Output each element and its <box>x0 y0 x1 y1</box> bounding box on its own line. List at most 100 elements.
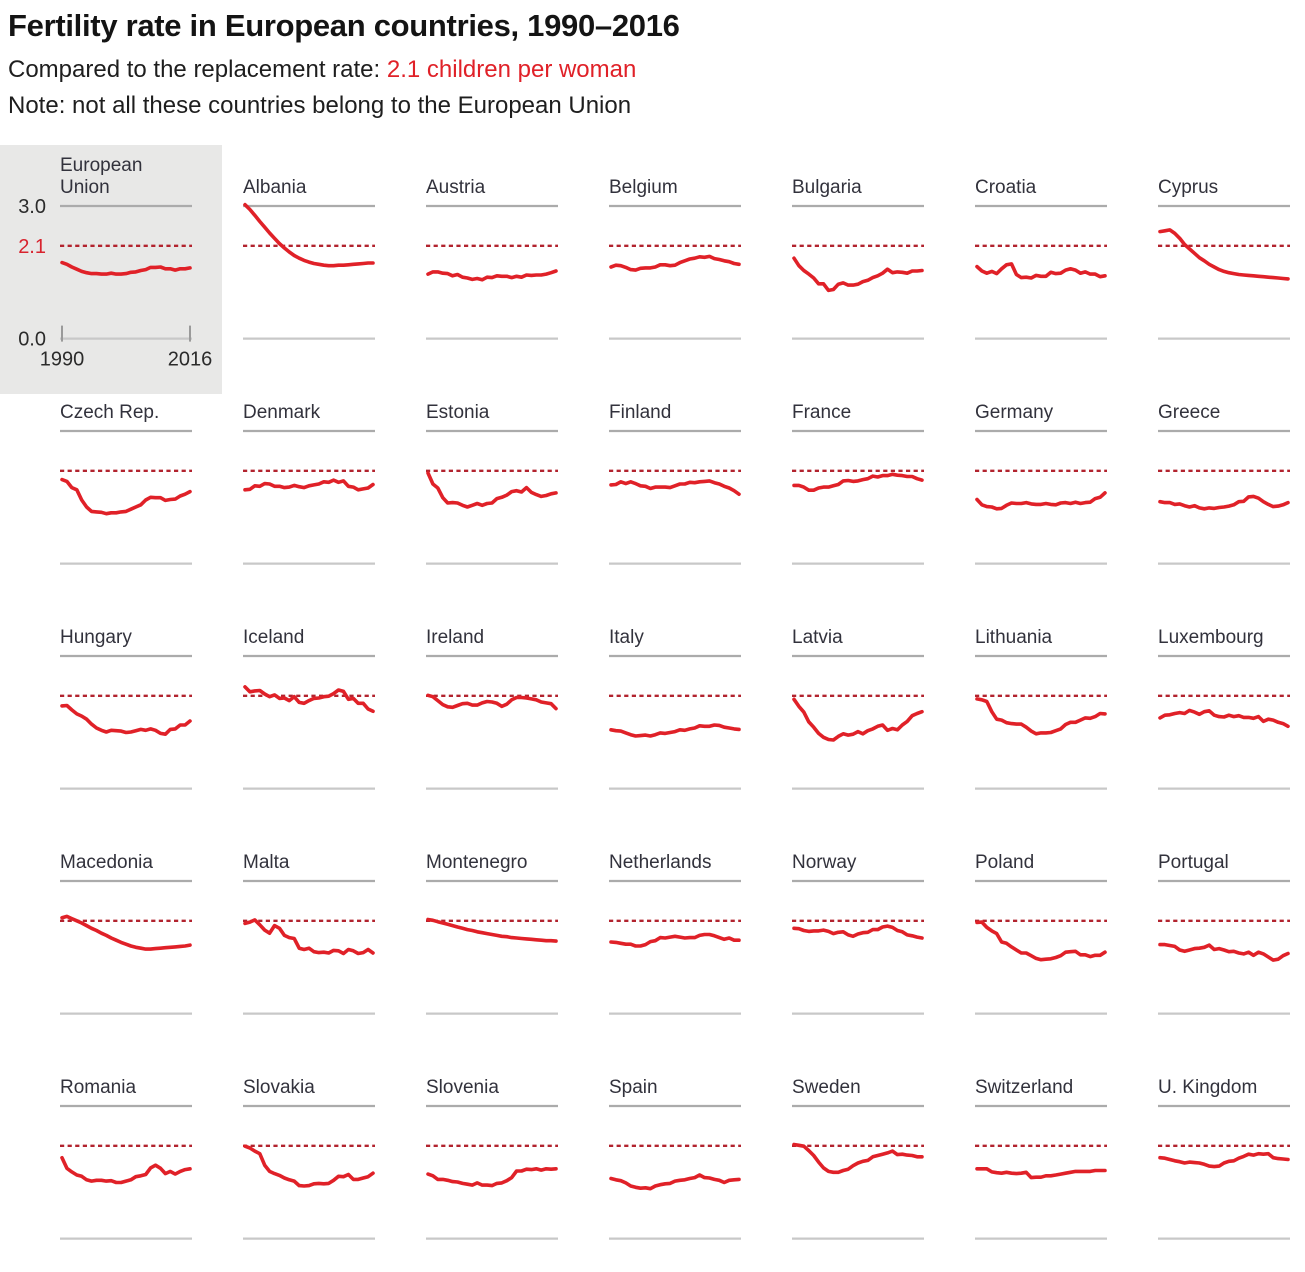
country-label: Sweden <box>792 1076 861 1098</box>
sparkline-austria <box>426 204 558 340</box>
sparkline-macedonia <box>60 879 192 1015</box>
chart-cell-bulgaria: Bulgaria <box>792 147 975 372</box>
chart-cell-lithuania: Lithuania <box>975 597 1158 822</box>
y-axis-label: 2.1 <box>18 236 46 258</box>
chart-label-wrap: Montenegro <box>426 822 609 877</box>
country-label: Denmark <box>243 401 321 423</box>
country-label: Austria <box>426 176 486 198</box>
sparkline-cyprus <box>1158 204 1290 340</box>
chart-note: Note: not all these countries belong to … <box>8 91 632 119</box>
chart-cell-ireland: Ireland <box>426 597 609 822</box>
chart-cell-macedonia: Macedonia <box>60 822 243 1047</box>
x-axis-label: 1990 <box>40 349 85 371</box>
charts-grid: European Union 3.0 2.1 0.0 1990 2016 Albania Au… <box>0 145 1305 1272</box>
sparkline-croatia <box>975 204 1107 340</box>
country-label: Norway <box>792 851 857 873</box>
chart-label-wrap: Finland <box>609 372 792 427</box>
chart-label-wrap: European Union <box>60 147 243 202</box>
chart-subtitle: Compared to the replacement rate: 2.1 ch… <box>8 54 1305 85</box>
chart-label-wrap: Bulgaria <box>792 147 975 202</box>
subtitle-text: Compared to the replacement rate: <box>8 55 387 83</box>
fertility-line <box>60 703 192 737</box>
fertility-line <box>60 914 192 951</box>
sparkline-belgium <box>609 204 741 340</box>
chart-label-wrap: Estonia <box>426 372 609 427</box>
country-label: Italy <box>609 626 644 648</box>
fertility-line <box>975 1167 1107 1180</box>
country-label: Hungary <box>60 626 132 648</box>
country-label: Germany <box>975 401 1054 423</box>
country-label: Portugal <box>1158 851 1229 873</box>
sparkline-luxembourg <box>1158 654 1290 790</box>
fertility-line <box>975 491 1107 511</box>
country-label: Czech Rep. <box>60 401 160 423</box>
fertility-line <box>243 478 375 492</box>
sparkline-germany <box>975 429 1107 565</box>
sparkline-spain <box>609 1104 741 1240</box>
sparkline-lithuania <box>975 654 1107 790</box>
chart-label-wrap: Italy <box>609 597 792 652</box>
fertility-line <box>426 917 558 943</box>
chart-label-wrap: Albania <box>243 147 426 202</box>
country-label: European Union <box>60 155 143 198</box>
sparkline-latvia <box>792 654 924 790</box>
chart-label-wrap: Croatia <box>975 147 1158 202</box>
chart-label-wrap: Czech Rep. <box>60 372 243 427</box>
chart-label-wrap: Austria <box>426 147 609 202</box>
chart-cell-latvia: Latvia <box>792 597 975 822</box>
chart-cell-croatia: Croatia <box>975 147 1158 372</box>
sparkline-montenegro <box>426 879 558 1015</box>
fertility-line <box>609 254 741 272</box>
chart-cell-albania: Albania <box>243 147 426 372</box>
chart-label-wrap: Luxembourg <box>1158 597 1305 652</box>
chart-cell-slovakia: Slovakia <box>243 1047 426 1272</box>
replacement-rate-value: 2.1 children per woman <box>386 55 637 83</box>
country-label: Estonia <box>426 401 490 423</box>
chart-label-wrap: Romania <box>60 1047 243 1102</box>
sparkline-poland <box>975 879 1107 1015</box>
country-label: Iceland <box>243 626 305 648</box>
country-label: Finland <box>609 401 672 423</box>
chart-cell-finland: Finland <box>609 372 792 597</box>
chart-label-wrap: Slovakia <box>243 1047 426 1102</box>
sparkline-slovenia <box>426 1104 558 1240</box>
country-label: Malta <box>243 851 290 873</box>
chart-label-wrap: Hungary <box>60 597 243 652</box>
chart-cell-estonia: Estonia <box>426 372 609 597</box>
chart-label-wrap: Netherlands <box>609 822 792 877</box>
fertility-line <box>426 693 558 711</box>
country-label: Netherlands <box>609 851 712 873</box>
chart-title: Fertility rate in European countries, 19… <box>8 8 680 43</box>
chart-label-wrap: Germany <box>975 372 1158 427</box>
country-label: Slovakia <box>243 1076 315 1098</box>
fertility-line <box>243 918 375 956</box>
fertility-line <box>975 920 1107 962</box>
fertility-line <box>609 723 741 738</box>
chart-label-wrap: Switzerland <box>975 1047 1158 1102</box>
fertility-line <box>609 479 741 497</box>
chart-cell-portugal: Portugal <box>1158 822 1305 1047</box>
sparkline-hungary <box>60 654 192 790</box>
country-label: U. Kingdom <box>1158 1076 1258 1098</box>
sparkline-italy <box>609 654 741 790</box>
fertility-line <box>426 1167 558 1188</box>
sparkline-sweden <box>792 1104 924 1240</box>
sparkline-malta <box>243 879 375 1015</box>
chart-cell-sweden: Sweden <box>792 1047 975 1272</box>
fertility-line <box>60 477 192 516</box>
country-label: France <box>792 401 852 423</box>
sparkline-portugal <box>1158 879 1290 1015</box>
chart-cell-luxembourg: Luxembourg <box>1158 597 1305 822</box>
sparkline-romania <box>60 1104 192 1240</box>
chart-cell-switzerland: Switzerland <box>975 1047 1158 1272</box>
y-axis-label: 0.0 <box>18 329 46 351</box>
chart-label-wrap: Norway <box>792 822 975 877</box>
chart-cell-czech-rep: Czech Rep. <box>60 372 243 597</box>
chart-cell-hungary: Hungary <box>60 597 243 822</box>
sparkline-czech-rep <box>60 429 192 565</box>
sparkline-u-kingdom <box>1158 1104 1290 1240</box>
chart-label-wrap: Iceland <box>243 597 426 652</box>
sparkline-france <box>792 429 924 565</box>
sparkline-iceland <box>243 654 375 790</box>
